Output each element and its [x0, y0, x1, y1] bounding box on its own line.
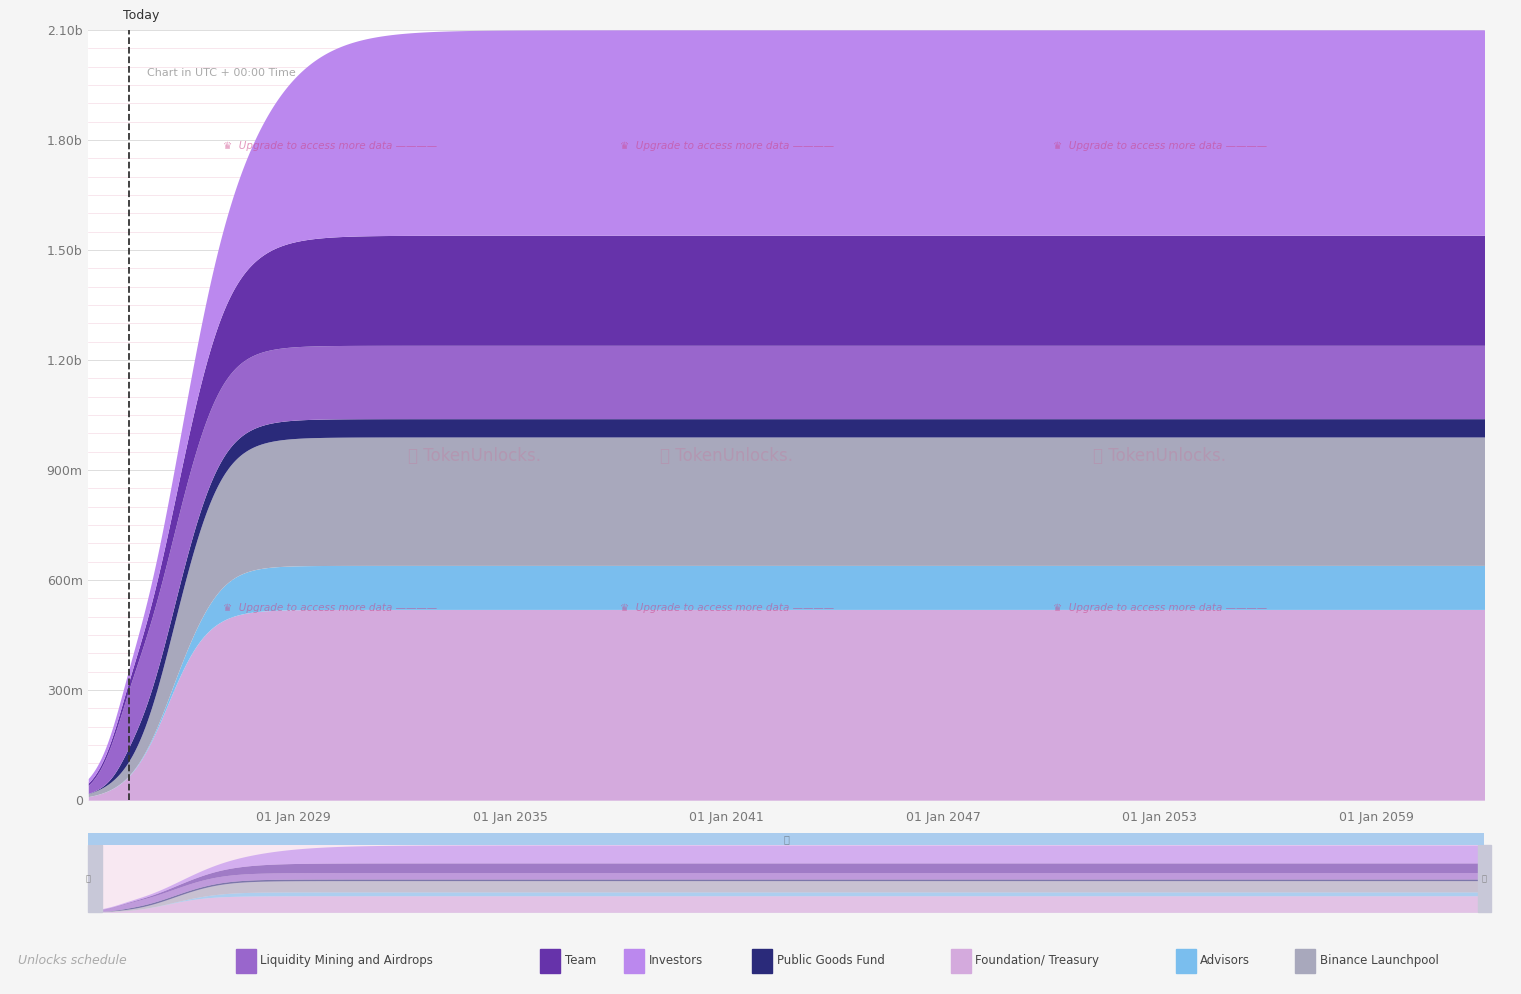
Bar	[951, 948, 970, 973]
Bar	[1176, 948, 1196, 973]
Text: Chart in UTC + 00:00 Time: Chart in UTC + 00:00 Time	[146, 68, 295, 79]
Text: ⚿ TokenUnlocks.: ⚿ TokenUnlocks.	[408, 447, 541, 465]
Text: ⚿ TokenUnlocks.: ⚿ TokenUnlocks.	[1094, 447, 1226, 465]
Text: Team: Team	[564, 954, 596, 967]
Text: ♛  Upgrade to access more data ————: ♛ Upgrade to access more data ————	[1053, 141, 1267, 151]
Text: ♛  Upgrade to access more data ————: ♛ Upgrade to access more data ————	[619, 603, 834, 613]
Bar	[236, 948, 256, 973]
Text: ♛  Upgrade to access more data ————: ♛ Upgrade to access more data ————	[224, 141, 437, 151]
Text: Advisors: Advisors	[1200, 954, 1250, 967]
Bar	[540, 948, 560, 973]
Text: Binance Launchpool: Binance Launchpool	[1320, 954, 1439, 967]
Text: ⏸: ⏸	[783, 834, 789, 844]
Bar	[88, 845, 102, 912]
Bar	[1296, 948, 1316, 973]
Bar	[1477, 845, 1492, 912]
Bar	[753, 948, 773, 973]
Text: ♛  Upgrade to access more data ————: ♛ Upgrade to access more data ————	[224, 603, 437, 613]
Text: Today: Today	[123, 9, 160, 22]
Text: Unlocks schedule: Unlocks schedule	[18, 954, 126, 967]
Bar	[624, 948, 643, 973]
Text: ⏸: ⏸	[85, 874, 91, 884]
Text: ♛  Upgrade to access more data ————: ♛ Upgrade to access more data ————	[619, 141, 834, 151]
Text: Investors: Investors	[648, 954, 703, 967]
Text: ⏸: ⏸	[1481, 874, 1488, 884]
Text: ♛  Upgrade to access more data ————: ♛ Upgrade to access more data ————	[1053, 603, 1267, 613]
Text: Liquidity Mining and Airdrops: Liquidity Mining and Airdrops	[260, 954, 433, 967]
Text: Public Goods Fund: Public Goods Fund	[777, 954, 885, 967]
Text: ⚿ TokenUnlocks.: ⚿ TokenUnlocks.	[660, 447, 794, 465]
Text: Foundation/ Treasury: Foundation/ Treasury	[975, 954, 1100, 967]
